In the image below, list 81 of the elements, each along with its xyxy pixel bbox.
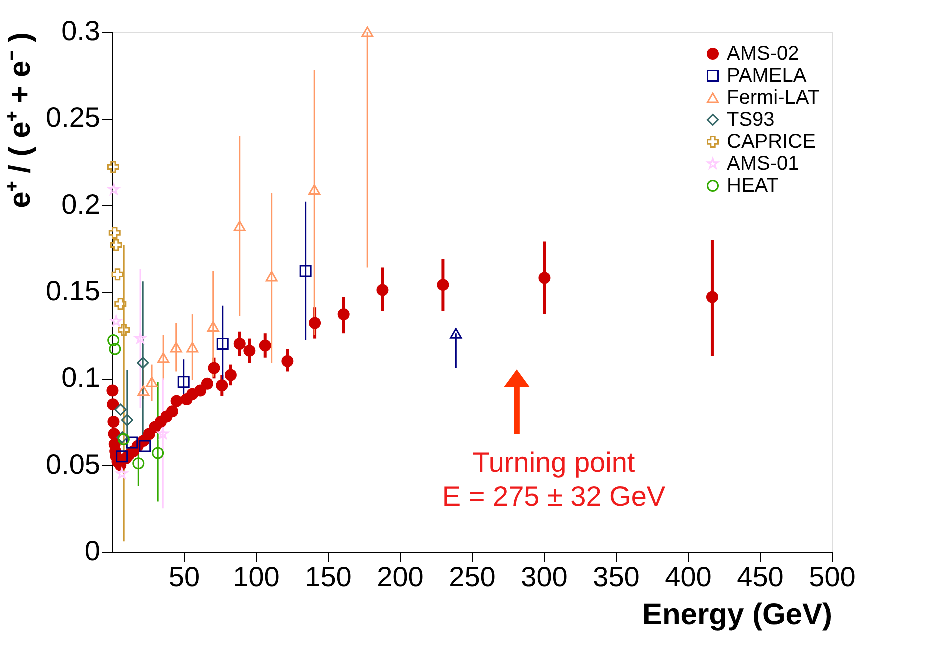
point: [106, 384, 119, 397]
point: [208, 362, 220, 374]
point: [178, 376, 190, 388]
point: [538, 272, 551, 284]
x-tick-label: 400: [665, 562, 712, 592]
point: [108, 227, 121, 240]
point: [110, 315, 122, 326]
point: [107, 161, 120, 174]
legend-label: AMS-01: [727, 153, 800, 175]
y-axis-title: e⁺ / ( e⁺ + e⁻ ): [4, 32, 38, 208]
x-tick-label: 300: [521, 562, 568, 592]
point: [207, 321, 220, 332]
point: [108, 334, 120, 347]
point: [110, 239, 122, 252]
point: [259, 340, 272, 352]
point: [166, 406, 178, 418]
point: [112, 268, 124, 281]
point: [116, 450, 128, 463]
point: [126, 436, 138, 449]
point: [234, 220, 246, 232]
y-tick-label: 0: [84, 536, 100, 566]
legend-label: HEAT: [727, 175, 779, 197]
point: [308, 184, 321, 196]
point: [170, 342, 182, 353]
x-tick-label: 50: [168, 562, 200, 592]
point: [309, 317, 322, 330]
legend-label: Fermi-LAT: [727, 87, 820, 109]
point: [146, 376, 158, 388]
y-tick-label: 0.25: [46, 102, 100, 134]
point: [216, 380, 228, 392]
x-tick-label: 500: [809, 562, 856, 592]
point: [114, 404, 127, 416]
x-tick-label: 350: [593, 562, 640, 592]
point: [234, 338, 246, 350]
legend-label: TS93: [727, 109, 775, 131]
x-tick-label: 250: [449, 562, 496, 592]
point: [362, 26, 374, 38]
x-tick-label: 150: [305, 562, 352, 592]
point: [194, 384, 207, 397]
point: [186, 342, 199, 353]
legend-label: CAPRICE: [727, 131, 816, 153]
point: [138, 386, 150, 396]
x-tick-label: 100: [233, 562, 280, 592]
point: [134, 332, 146, 344]
y-tick-label: 0.2: [62, 188, 100, 220]
point: [121, 414, 134, 426]
point: [118, 324, 130, 336]
point: [266, 271, 278, 282]
point: [282, 355, 294, 368]
point: [437, 279, 450, 292]
x-tick-label: 200: [377, 562, 424, 592]
point: [132, 458, 145, 470]
point: [706, 291, 718, 304]
point: [139, 440, 152, 452]
point: [109, 343, 122, 356]
point: [338, 308, 350, 321]
point: [107, 398, 120, 411]
point: [300, 265, 312, 278]
point: [170, 395, 183, 408]
point: [108, 416, 120, 428]
x-tick-label: 450: [737, 562, 784, 592]
point: [114, 298, 127, 310]
point: [450, 328, 462, 339]
point: [376, 284, 389, 296]
point: [137, 357, 150, 370]
y-tick-label: 0.15: [46, 276, 100, 306]
annotation: Turning point E = 275 ± 32 GeV: [442, 447, 666, 512]
point: [216, 338, 229, 350]
point: [244, 344, 256, 357]
point: [152, 447, 164, 460]
x-axis-title: Energy (GeV): [642, 598, 832, 632]
point: [201, 378, 214, 390]
legend-label: AMS-02: [727, 43, 800, 65]
y-tick-label: 0.3: [62, 16, 100, 46]
y-tick-label: 0.05: [46, 448, 100, 480]
legend-label: PAMELA: [727, 65, 808, 87]
point: [158, 352, 170, 364]
point: [157, 428, 169, 440]
point: [108, 184, 120, 195]
y-tick-label: 0.1: [62, 362, 100, 394]
point: [224, 369, 237, 382]
